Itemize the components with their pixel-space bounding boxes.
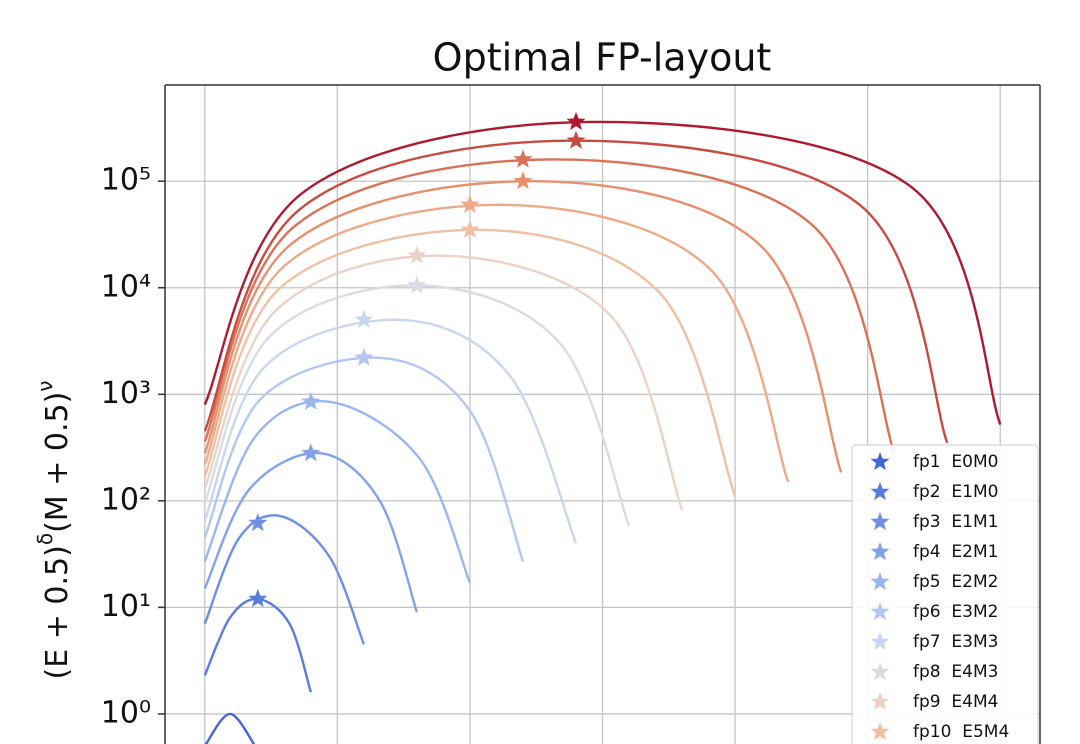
optimum-star [460, 194, 480, 213]
legend-box [851, 444, 1039, 744]
optimum-star [460, 219, 480, 238]
legend-marker [870, 512, 890, 531]
optimum-star [248, 588, 268, 607]
curve [203, 228, 737, 497]
legend-marker [870, 692, 890, 711]
legend-label: fp2 E1M0 [913, 482, 998, 502]
optimum-star [407, 245, 427, 264]
optimum-star [566, 130, 586, 149]
legend-marker [870, 602, 890, 621]
optimum-star [354, 309, 374, 328]
y-label-part: (E + 0.5) [40, 545, 75, 679]
legend-label: fp4 E2M1 [913, 542, 998, 562]
curve [204, 712, 256, 744]
curve [203, 120, 1002, 425]
curve [203, 318, 578, 544]
curve [203, 514, 365, 645]
y-tick-label: 10⁰ [101, 695, 151, 730]
legend-label: fp8 E4M3 [913, 662, 998, 682]
optimum-star [513, 149, 533, 168]
legend-label: fp7 E3M3 [913, 632, 998, 652]
curve [203, 399, 472, 584]
chart-title: Optimal FP-layout [433, 36, 772, 80]
legend-label: fp10 E5M4 [913, 722, 1009, 742]
legend-label: fp5 E2M2 [913, 572, 998, 592]
curve [203, 254, 684, 511]
legend-label: fp3 E1M1 [913, 512, 998, 532]
curve [203, 203, 790, 483]
legend-label: fp6 E3M2 [913, 602, 998, 622]
y-tick-label: 10¹ [101, 589, 151, 624]
y-label-exponent: ν [33, 381, 57, 392]
optimum-star [407, 275, 427, 294]
legend-marker [870, 542, 890, 561]
y-label-part: (M + 0.5) [40, 392, 75, 533]
curve [203, 139, 949, 444]
curve [203, 180, 843, 473]
legend: fp1 E0M0 fp2 E1M0 fp3 E1M1 fp4 E2M1 fp5 E2M2… [851, 444, 1039, 744]
y-axis-label: (E + 0.5)δ(M + 0.5)ν [33, 381, 75, 680]
optimum-star [566, 111, 586, 130]
legend-marker [870, 662, 890, 681]
frame [164, 84, 1041, 744]
y-tick-label: 10³ [101, 376, 151, 411]
optimum-star [513, 171, 533, 190]
plot-area [203, 111, 1002, 744]
optimum-star [301, 443, 321, 462]
optimum-star [354, 347, 374, 366]
optimum-star [248, 513, 268, 532]
legend-label: fp1 E0M0 [913, 452, 998, 472]
y-tick-label: 10⁵ [101, 163, 151, 198]
y-label-exponent: δ [33, 533, 57, 545]
curve [203, 356, 525, 562]
optimum-star [301, 391, 321, 410]
legend-label: fp9 E4M4 [913, 692, 998, 712]
curve [203, 451, 419, 613]
legend-marker [870, 452, 890, 471]
legend-marker [870, 722, 890, 741]
curve [203, 158, 896, 454]
y-tick-label: 10² [101, 482, 151, 517]
curve [203, 597, 312, 693]
legend-marker [870, 482, 890, 501]
y-tick-label: 10⁴ [101, 269, 151, 304]
legend-marker [870, 632, 890, 651]
legend-marker [870, 572, 890, 591]
